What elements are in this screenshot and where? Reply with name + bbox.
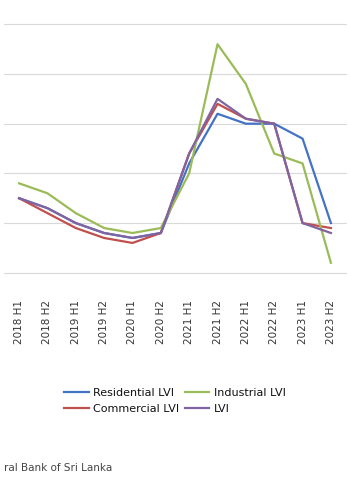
LVI (159, 230, 163, 236)
Residential LVI (329, 220, 333, 226)
Residential LVI (17, 195, 21, 201)
Residential LVI (300, 136, 304, 142)
Commercial LVI (159, 230, 163, 236)
Commercial LVI (215, 101, 219, 107)
Residential LVI (46, 205, 50, 211)
Residential LVI (159, 230, 163, 236)
Industrial LVI (159, 225, 163, 231)
Commercial LVI (187, 151, 191, 156)
Residential LVI (74, 220, 78, 226)
Residential LVI (215, 111, 219, 117)
Commercial LVI (329, 225, 333, 231)
Industrial LVI (187, 170, 191, 176)
Commercial LVI (244, 116, 248, 121)
Commercial LVI (102, 235, 106, 241)
Commercial LVI (272, 121, 276, 127)
LVI (272, 121, 276, 127)
Commercial LVI (17, 195, 21, 201)
Industrial LVI (215, 41, 219, 47)
Residential LVI (102, 230, 106, 236)
Industrial LVI (244, 81, 248, 87)
Industrial LVI (17, 180, 21, 186)
Commercial LVI (74, 225, 78, 231)
LVI (102, 230, 106, 236)
Text: ral Bank of Sri Lanka: ral Bank of Sri Lanka (4, 463, 112, 473)
Residential LVI (244, 121, 248, 127)
Industrial LVI (102, 225, 106, 231)
LVI (74, 220, 78, 226)
Commercial LVI (131, 240, 135, 246)
LVI (300, 220, 304, 226)
Industrial LVI (46, 191, 50, 196)
LVI (329, 230, 333, 236)
LVI (17, 195, 21, 201)
Residential LVI (187, 161, 191, 167)
LVI (131, 235, 135, 241)
Industrial LVI (131, 230, 135, 236)
Residential LVI (131, 235, 135, 241)
Line: Industrial LVI: Industrial LVI (19, 44, 331, 263)
Industrial LVI (74, 210, 78, 216)
Commercial LVI (300, 220, 304, 226)
Industrial LVI (272, 151, 276, 156)
Legend: Residential LVI, Commercial LVI, Industrial LVI, LVI: Residential LVI, Commercial LVI, Industr… (64, 388, 286, 414)
LVI (244, 116, 248, 121)
Line: Residential LVI: Residential LVI (19, 114, 331, 238)
LVI (187, 151, 191, 156)
Residential LVI (272, 121, 276, 127)
Commercial LVI (46, 210, 50, 216)
Industrial LVI (300, 161, 304, 167)
Line: Commercial LVI: Commercial LVI (19, 104, 331, 243)
Line: LVI: LVI (19, 99, 331, 238)
LVI (46, 205, 50, 211)
Industrial LVI (329, 260, 333, 266)
LVI (215, 96, 219, 102)
